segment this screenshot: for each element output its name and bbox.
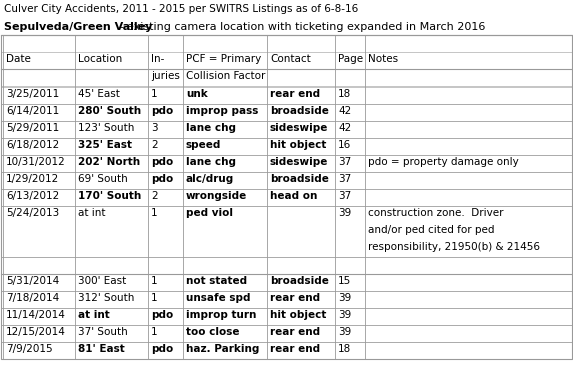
Text: pdo: pdo bbox=[151, 106, 173, 116]
Text: Culver City Accidents, 2011 - 2015 per SWITRS Listings as of 6-8-16: Culver City Accidents, 2011 - 2015 per S… bbox=[4, 4, 358, 14]
Text: rear end: rear end bbox=[270, 344, 320, 354]
Text: 1: 1 bbox=[151, 293, 158, 303]
Text: PCF = Primary: PCF = Primary bbox=[186, 54, 261, 64]
Text: 6/18/2012: 6/18/2012 bbox=[6, 140, 59, 150]
Text: 2: 2 bbox=[151, 191, 158, 201]
Text: sideswipe: sideswipe bbox=[270, 123, 328, 133]
Text: 39: 39 bbox=[338, 310, 351, 320]
Text: 42: 42 bbox=[338, 123, 351, 133]
Text: sideswipe: sideswipe bbox=[270, 157, 328, 167]
Text: 202' North: 202' North bbox=[78, 157, 140, 167]
Text: - existing camera location with ticketing expanded in March 2016: - existing camera location with ticketin… bbox=[116, 22, 485, 32]
Text: unk: unk bbox=[186, 89, 208, 99]
Text: 7/9/2015: 7/9/2015 bbox=[6, 344, 53, 354]
Text: 6/14/2011: 6/14/2011 bbox=[6, 106, 59, 116]
Text: improp turn: improp turn bbox=[186, 310, 256, 320]
Text: broadside: broadside bbox=[270, 276, 329, 286]
Text: lane chg: lane chg bbox=[186, 157, 236, 167]
Text: 69' South: 69' South bbox=[78, 174, 128, 184]
Text: 170' South: 170' South bbox=[78, 191, 142, 201]
Text: 37: 37 bbox=[338, 157, 351, 167]
Text: broadside: broadside bbox=[270, 106, 329, 116]
Text: 39: 39 bbox=[338, 327, 351, 337]
Text: 42: 42 bbox=[338, 106, 351, 116]
Text: 37: 37 bbox=[338, 174, 351, 184]
Text: 16: 16 bbox=[338, 140, 351, 150]
Text: too close: too close bbox=[186, 327, 240, 337]
Text: improp pass: improp pass bbox=[186, 106, 258, 116]
Text: rear end: rear end bbox=[270, 293, 320, 303]
Text: 1: 1 bbox=[151, 276, 158, 286]
Text: construction zone.  Driver: construction zone. Driver bbox=[368, 208, 504, 218]
Text: rear end: rear end bbox=[270, 327, 320, 337]
Text: Notes: Notes bbox=[368, 54, 398, 64]
Text: lane chg: lane chg bbox=[186, 123, 236, 133]
Text: at int: at int bbox=[78, 208, 105, 218]
Text: 325' East: 325' East bbox=[78, 140, 132, 150]
Text: 11/14/2014: 11/14/2014 bbox=[6, 310, 66, 320]
Text: 5/29/2011: 5/29/2011 bbox=[6, 123, 59, 133]
Text: Date: Date bbox=[6, 54, 31, 64]
Text: 1: 1 bbox=[151, 208, 158, 218]
Text: speed: speed bbox=[186, 140, 221, 150]
Text: pdo: pdo bbox=[151, 310, 173, 320]
Bar bbox=[1, 35, 572, 359]
Text: 123' South: 123' South bbox=[78, 123, 135, 133]
Text: 7/18/2014: 7/18/2014 bbox=[6, 293, 59, 303]
Text: broadside: broadside bbox=[270, 174, 329, 184]
Text: 1/29/2012: 1/29/2012 bbox=[6, 174, 59, 184]
Text: Sepulveda/Green Valley: Sepulveda/Green Valley bbox=[4, 22, 152, 32]
Text: 39: 39 bbox=[338, 208, 351, 218]
Text: hit object: hit object bbox=[270, 140, 327, 150]
Text: not stated: not stated bbox=[186, 276, 247, 286]
Text: 37: 37 bbox=[338, 191, 351, 201]
Text: 15: 15 bbox=[338, 276, 351, 286]
Text: Page: Page bbox=[338, 54, 363, 64]
Text: 5/24/2013: 5/24/2013 bbox=[6, 208, 59, 218]
Text: unsafe spd: unsafe spd bbox=[186, 293, 250, 303]
Text: at int: at int bbox=[78, 310, 110, 320]
Text: 18: 18 bbox=[338, 89, 351, 99]
Text: 3/25/2011: 3/25/2011 bbox=[6, 89, 59, 99]
Text: responsibility, 21950(b) & 21456: responsibility, 21950(b) & 21456 bbox=[368, 242, 540, 252]
Text: juries: juries bbox=[151, 71, 180, 81]
Text: ped viol: ped viol bbox=[186, 208, 233, 218]
Text: head on: head on bbox=[270, 191, 317, 201]
Text: pdo: pdo bbox=[151, 344, 173, 354]
Text: 312' South: 312' South bbox=[78, 293, 135, 303]
Text: pdo = property damage only: pdo = property damage only bbox=[368, 157, 519, 167]
Text: 39: 39 bbox=[338, 293, 351, 303]
Text: 280' South: 280' South bbox=[78, 106, 141, 116]
Text: Collision Factor: Collision Factor bbox=[186, 71, 265, 81]
Text: 3: 3 bbox=[151, 123, 158, 133]
Text: Location: Location bbox=[78, 54, 122, 64]
Text: 2: 2 bbox=[151, 140, 158, 150]
Text: pdo: pdo bbox=[151, 174, 173, 184]
Text: 37' South: 37' South bbox=[78, 327, 128, 337]
Text: alc/drug: alc/drug bbox=[186, 174, 234, 184]
Text: 1: 1 bbox=[151, 327, 158, 337]
Text: 81' East: 81' East bbox=[78, 344, 125, 354]
Text: and/or ped cited for ped: and/or ped cited for ped bbox=[368, 225, 494, 235]
Text: pdo: pdo bbox=[151, 157, 173, 167]
Text: 300' East: 300' East bbox=[78, 276, 126, 286]
Text: In-: In- bbox=[151, 54, 164, 64]
Text: 5/31/2014: 5/31/2014 bbox=[6, 276, 59, 286]
Text: 6/13/2012: 6/13/2012 bbox=[6, 191, 59, 201]
Text: 18: 18 bbox=[338, 344, 351, 354]
Text: haz. Parking: haz. Parking bbox=[186, 344, 260, 354]
Text: 10/31/2012: 10/31/2012 bbox=[6, 157, 66, 167]
Text: 12/15/2014: 12/15/2014 bbox=[6, 327, 66, 337]
Text: 45' East: 45' East bbox=[78, 89, 120, 99]
Text: rear end: rear end bbox=[270, 89, 320, 99]
Text: 1: 1 bbox=[151, 89, 158, 99]
Text: Contact: Contact bbox=[270, 54, 311, 64]
Text: hit object: hit object bbox=[270, 310, 327, 320]
Text: wrongside: wrongside bbox=[186, 191, 248, 201]
